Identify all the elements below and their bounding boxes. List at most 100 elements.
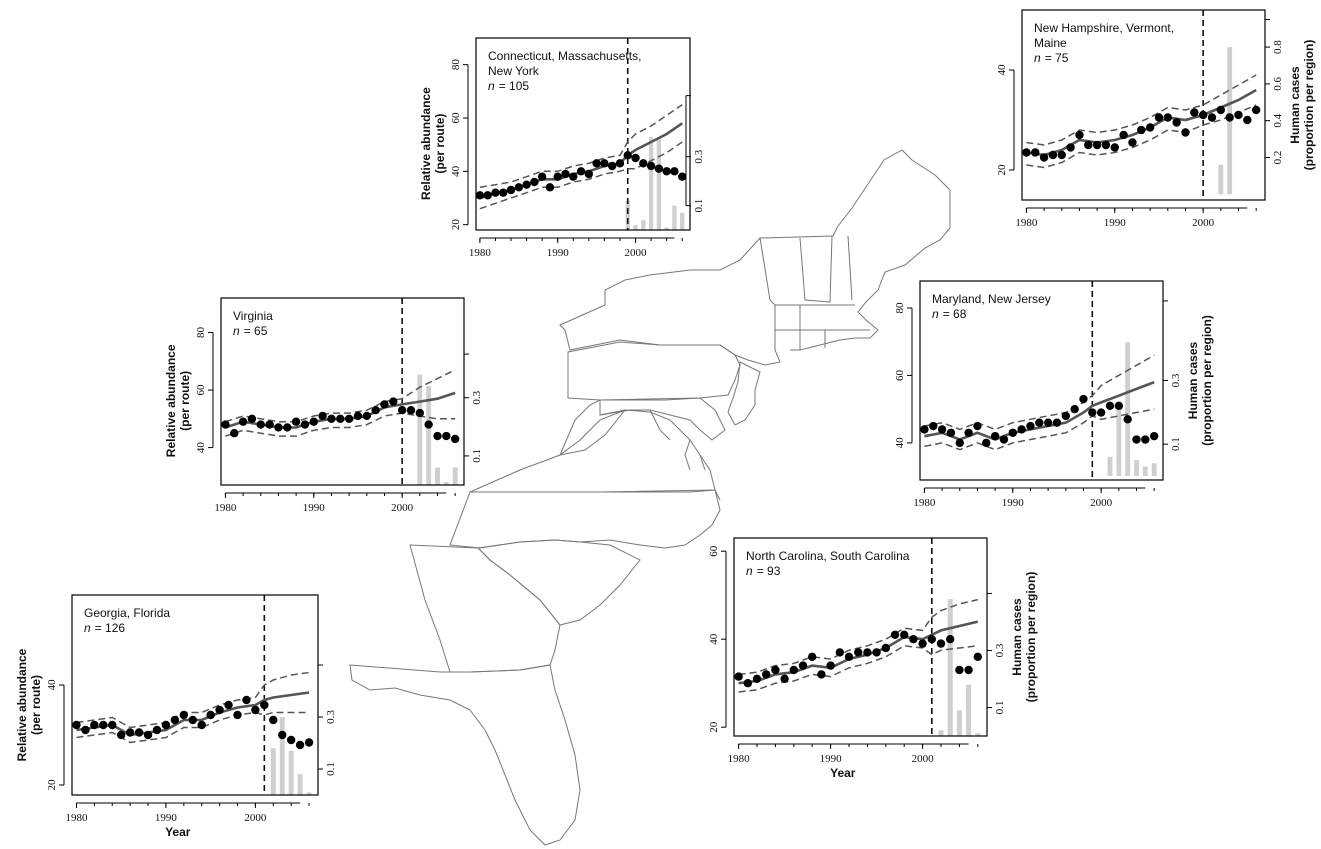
human-case-bar [938,730,944,736]
observed-point [1008,428,1017,437]
observed-point [108,720,117,730]
observed-point [274,423,283,432]
eastern-us-map [349,149,951,846]
observed-point [125,728,135,737]
observed-point [670,167,679,176]
x-tick-label: 2000 [625,247,648,259]
human-case-bar [625,200,630,230]
observed-point [1216,105,1226,115]
observed-point [362,411,371,421]
human-case-bar [279,717,285,795]
observed-point [999,435,1009,444]
region-label-line2: New York [488,64,540,78]
human-case-bar [966,684,972,736]
y-tick-label: 60 [195,384,207,396]
observed-point [230,429,239,438]
secondary-axis-title: Human cases [1186,341,1200,419]
observed-point [631,153,640,163]
observed-point [615,159,625,168]
secondary-axis-title: Human cases [1010,598,1024,676]
chart-panel: 1980 1990 2000 Year 20 40 60 0.1 0.3 Human cases(… [708,537,1038,780]
secondary-tick-label: 0.8 [1272,40,1284,54]
sample-size-value: = 93 [757,564,781,578]
observed-point [336,414,345,424]
y-tick-label: 40 [450,165,462,177]
secondary-tick-label: 0.2 [1272,151,1284,165]
observed-point [265,420,274,429]
observed-point [1149,431,1159,441]
observed-point [1066,143,1075,152]
observed-point [537,172,547,181]
sample-size-label: n = 105 [488,79,529,93]
observed-point [247,414,257,424]
observed-point [918,639,927,648]
secondary-tick-label: 0.1 [1170,437,1182,451]
human-case-bar [270,748,276,795]
observed-point [256,420,265,429]
x-tick-label: 1980 [1015,217,1038,229]
x-tick-label: 1990 [820,753,843,765]
sample-size-symbol: n [932,307,939,321]
observed-point [1048,150,1058,160]
y-axis-title: Relative abundance [164,344,178,457]
x-tick-label: 1990 [1104,217,1127,229]
y-axis-title: Relative abundance [419,87,433,200]
secondary-tick-label: 0.3 [325,710,337,724]
secondary-axis-subtitle: (proportion per region) [1200,315,1214,446]
observed-point [424,420,433,429]
secondary-tick-label: 0.3 [471,390,483,404]
observed-point [964,665,973,675]
observed-point [863,648,872,657]
secondary-axis-subtitle: (proportion per region) [1024,572,1038,703]
region-label-line2: Maine [1034,36,1067,50]
observed-point [1128,138,1137,147]
map-new-jersey-outline [727,361,761,426]
lower-ci-line [225,412,456,437]
x-tick-label: 2000 [1090,497,1113,509]
observed-point [483,191,492,200]
region-label: North Carolina, South Carolina [746,549,910,563]
observed-point [678,172,687,181]
upper-ci-line [76,671,310,729]
y-tick-label: 20 [450,219,462,231]
human-case-bar [435,467,440,485]
observed-point [1105,401,1115,410]
observed-point [1075,130,1084,140]
y-tick-label: 20 [46,779,58,791]
observed-point [188,715,197,725]
chart-panel: 1980 1990 2000 40 60 80 Relative abundance (per… [164,297,483,514]
region-label: Georgia, Florida [84,606,170,620]
sample-size-symbol: n [488,79,495,93]
human-case-bar [443,482,449,485]
observed-point [854,648,863,657]
observed-point [1061,411,1071,421]
sample-size-value: = 75 [1045,51,1069,65]
map-ma-ct-border [775,304,870,350]
observed-point [221,420,230,429]
observed-point [415,408,425,418]
observed-point [117,730,126,740]
observed-point [206,710,215,720]
observed-point [646,161,656,171]
observed-point [1092,140,1102,150]
observed-point [1123,415,1132,424]
observed-point [900,630,909,639]
observed-point [561,169,570,179]
observed-point [389,397,398,406]
observed-point [450,434,460,444]
observed-point [380,400,389,409]
x-axis-title: Year [165,825,191,839]
y-tick-label: 40 [46,679,58,691]
y-tick-label: 20 [708,721,720,733]
upper-ci-line [225,369,456,423]
fitted-trend-line [1026,88,1257,157]
observed-point [946,428,956,437]
observed-point [309,417,318,426]
observed-point [406,406,416,415]
map-virginia-outline [469,409,716,493]
observed-point [179,710,189,720]
observed-point [442,431,451,441]
observed-point [475,191,485,200]
upper-ci-line [479,104,683,189]
observed-point [1243,115,1252,125]
